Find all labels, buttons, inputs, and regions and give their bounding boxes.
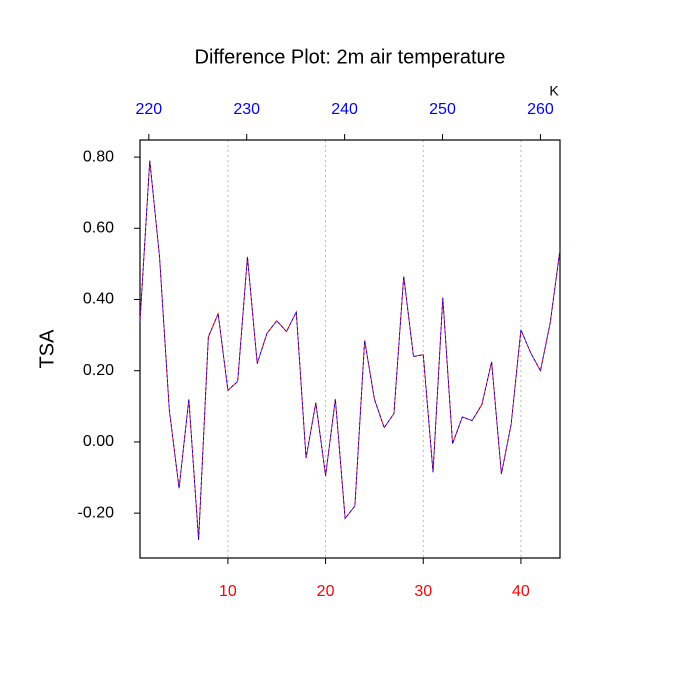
x-tick-label: 20: [317, 583, 335, 600]
x-tick-label: 40: [512, 583, 530, 600]
y-tick-label: 0.20: [83, 362, 114, 379]
y-tick-label: 0.60: [83, 220, 114, 237]
x-tick-label: 30: [414, 583, 432, 600]
plot-frame: [139, 139, 561, 559]
y-tick-label: -0.20: [78, 504, 115, 521]
chart-title: Difference Plot: 2m air temperature: [195, 46, 506, 68]
x2-tick-label: 220: [135, 101, 162, 118]
x2-axis-label: K: [549, 83, 559, 99]
data-line: [139, 160, 561, 540]
y-axis-label: TSA: [36, 329, 58, 369]
x2-tick-label: 230: [233, 101, 260, 118]
x2-tick-label: 250: [429, 101, 456, 118]
y-tick-label: 0.80: [83, 148, 114, 165]
y-tick-label: 0.40: [83, 291, 114, 308]
x-tick-label: 10: [219, 583, 237, 600]
x2-tick-label: 260: [527, 101, 554, 118]
data-line: [139, 160, 561, 540]
y-tick-label: 0.00: [83, 433, 114, 450]
x2-tick-label: 240: [331, 101, 358, 118]
